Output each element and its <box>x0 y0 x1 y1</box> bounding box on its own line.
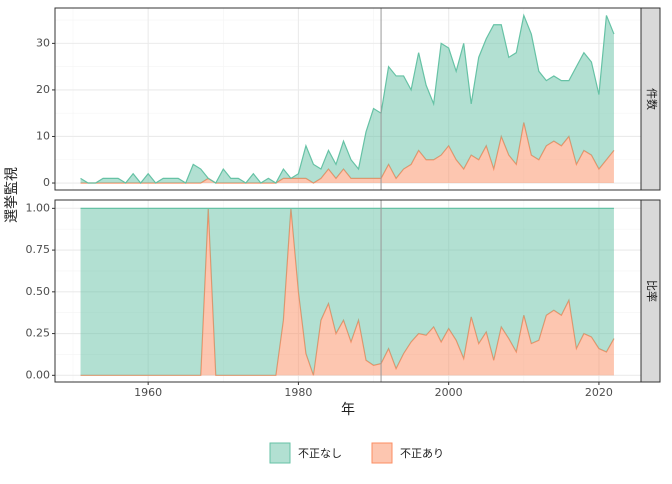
strip-label: 比率 <box>645 280 659 302</box>
y-tick-label: 0.00 <box>26 368 51 381</box>
y-tick-label: 20 <box>36 83 50 96</box>
x-tick-label: 2020 <box>585 386 613 399</box>
legend-key <box>269 442 291 464</box>
y-tick-label: 0 <box>43 176 50 189</box>
x-tick-label: 1980 <box>284 386 312 399</box>
legend-label: 不正なし <box>298 447 342 460</box>
area-line <box>80 13 615 184</box>
area <box>80 208 614 376</box>
area <box>80 15 614 184</box>
area <box>80 122 614 184</box>
strip <box>640 199 661 383</box>
legend-key <box>371 442 393 464</box>
y-tick-label: 0.75 <box>26 243 51 256</box>
strip-label: 件数 <box>645 88 658 110</box>
x-axis-title: 年 <box>341 402 355 418</box>
x-tick-label: 1960 <box>134 386 162 399</box>
y-tick-label: 10 <box>36 129 50 142</box>
area <box>80 208 614 376</box>
x-tick-label: 2000 <box>435 386 463 399</box>
strip <box>640 7 661 191</box>
legend-label: 不正あり <box>400 447 444 460</box>
y-tick-label: 1.00 <box>26 201 51 214</box>
y-tick-label: 30 <box>36 36 50 49</box>
y-tick-label: 0.50 <box>26 285 51 298</box>
y-tick-label: 0.25 <box>26 327 51 340</box>
y-axis-title: 選挙監視 <box>3 167 20 223</box>
